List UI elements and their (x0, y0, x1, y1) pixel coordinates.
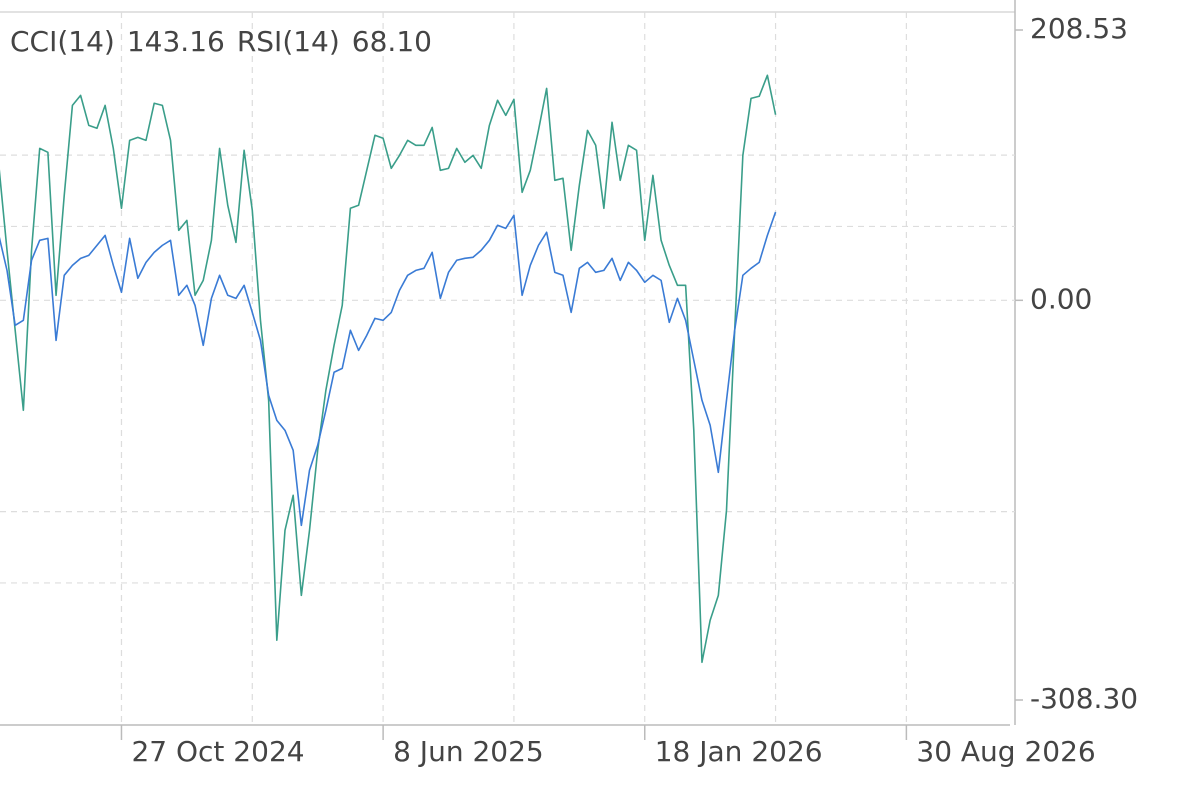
x-tick-label: 18 Jan 2026 (655, 735, 823, 768)
plot (0, 74, 777, 664)
legend-name: RSI(14) (237, 25, 340, 58)
grid (0, 12, 1023, 740)
series-line (0, 211, 777, 527)
x-tick-label: 30 Aug 2026 (916, 735, 1095, 768)
series-line (0, 74, 777, 664)
legend: CCI(14) 143.16 RSI(14) 68.10 (10, 25, 432, 58)
x-tick-label: 8 Jun 2025 (393, 735, 544, 768)
legend-name: CCI(14) (10, 25, 115, 58)
x-tick-label: 27 Oct 2024 (131, 735, 304, 768)
y-tick-label: -308.30 (1030, 682, 1138, 715)
y-tick-label: 0.00 (1030, 282, 1092, 315)
legend-value: 143.16 (127, 25, 225, 58)
y-tick-label: 208.53 (1030, 12, 1128, 45)
legend-value: 68.10 (352, 25, 432, 58)
